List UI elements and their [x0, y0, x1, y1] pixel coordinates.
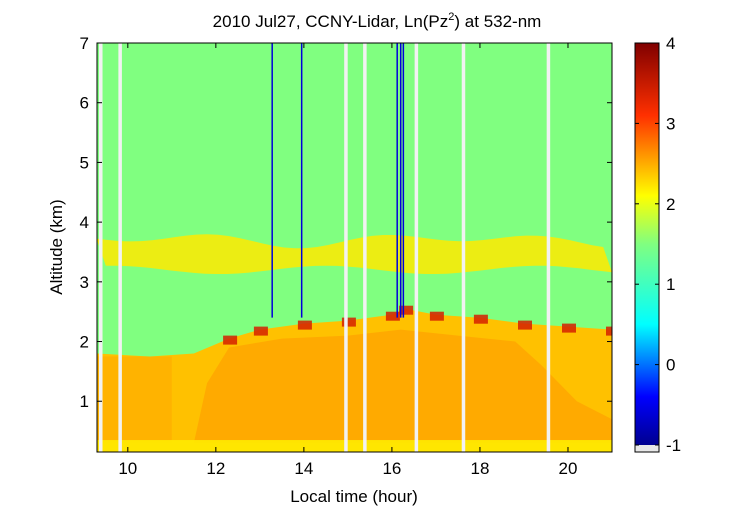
data-gap [118, 43, 122, 452]
data-gap [344, 43, 348, 452]
y-tick-label: 2 [80, 333, 89, 352]
y-axis-label: Altitude (km) [47, 199, 66, 294]
colorbar-bottom-cap [635, 445, 659, 452]
data-gap [414, 43, 419, 452]
data-gap [363, 43, 367, 452]
x-tick-label: 14 [294, 459, 313, 478]
colorbar-tick-label: 4 [666, 34, 675, 53]
layer-surface [97, 440, 612, 452]
x-tick-label: 12 [206, 459, 225, 478]
chart-title-main: 2010 Jul27, CCNY-Lidar, Ln(Pz [213, 12, 449, 31]
colorbar-ticks: -1 0 1 2 3 4 [635, 34, 681, 455]
pbl-top-mark [297, 320, 312, 330]
colorbar-tick-label: 1 [666, 275, 675, 294]
x-tick-label: 10 [118, 459, 137, 478]
x-tick-label: 16 [382, 459, 401, 478]
plot-frame [96, 42, 613, 453]
pbl-top-mark [429, 311, 444, 321]
data-gap [99, 43, 103, 452]
colorbar-tick-label: 3 [666, 114, 675, 133]
pbl-top-mark [473, 314, 488, 324]
x-tick-label: 20 [559, 459, 578, 478]
chart-title-tail: ) at 532-nm [454, 12, 541, 31]
colorbar-frame [634, 42, 660, 453]
y-tick-label: 5 [80, 153, 89, 172]
pbl-top-mark [562, 323, 576, 333]
colorbar-tick-label: 0 [666, 356, 675, 375]
colorbar-gradient [635, 43, 659, 445]
y-tick-label: 3 [80, 273, 89, 292]
colorbar: -1 0 1 2 3 4 [634, 34, 681, 455]
pbl-top-mark [606, 326, 612, 336]
layer-convective-core [193, 329, 612, 444]
y-tick-label: 1 [80, 392, 89, 411]
colorbar-tick-label: 2 [666, 195, 675, 214]
pbl-top-mark [385, 311, 400, 321]
y-tick-label: 6 [80, 94, 89, 113]
plot-area [97, 43, 612, 452]
x-tick-label: 18 [470, 459, 489, 478]
data-gap [546, 43, 551, 452]
pbl-top-mark [518, 320, 532, 330]
pbl-top-mark [341, 317, 356, 327]
x-axis: 10 12 14 16 18 20 [118, 43, 577, 478]
pbl-top-mark [253, 326, 268, 336]
layer-residual-morning [97, 356, 172, 444]
layer-elevated-aerosol [97, 234, 612, 274]
chart-title: 2010 Jul27, CCNY-Lidar, Ln(Pz2) at 532-n… [213, 11, 542, 31]
y-tick-label: 4 [80, 213, 89, 232]
chart-title-sup: 2 [448, 11, 454, 23]
y-tick-label: 7 [80, 34, 89, 53]
pbl-top-mark [399, 305, 414, 315]
data-gap [461, 43, 466, 452]
pbl-top-mark [223, 335, 238, 345]
x-axis-label: Local time (hour) [290, 487, 418, 506]
colorbar-tick-label: -1 [666, 436, 681, 455]
y-axis: 1 2 3 4 5 6 7 [80, 34, 612, 411]
